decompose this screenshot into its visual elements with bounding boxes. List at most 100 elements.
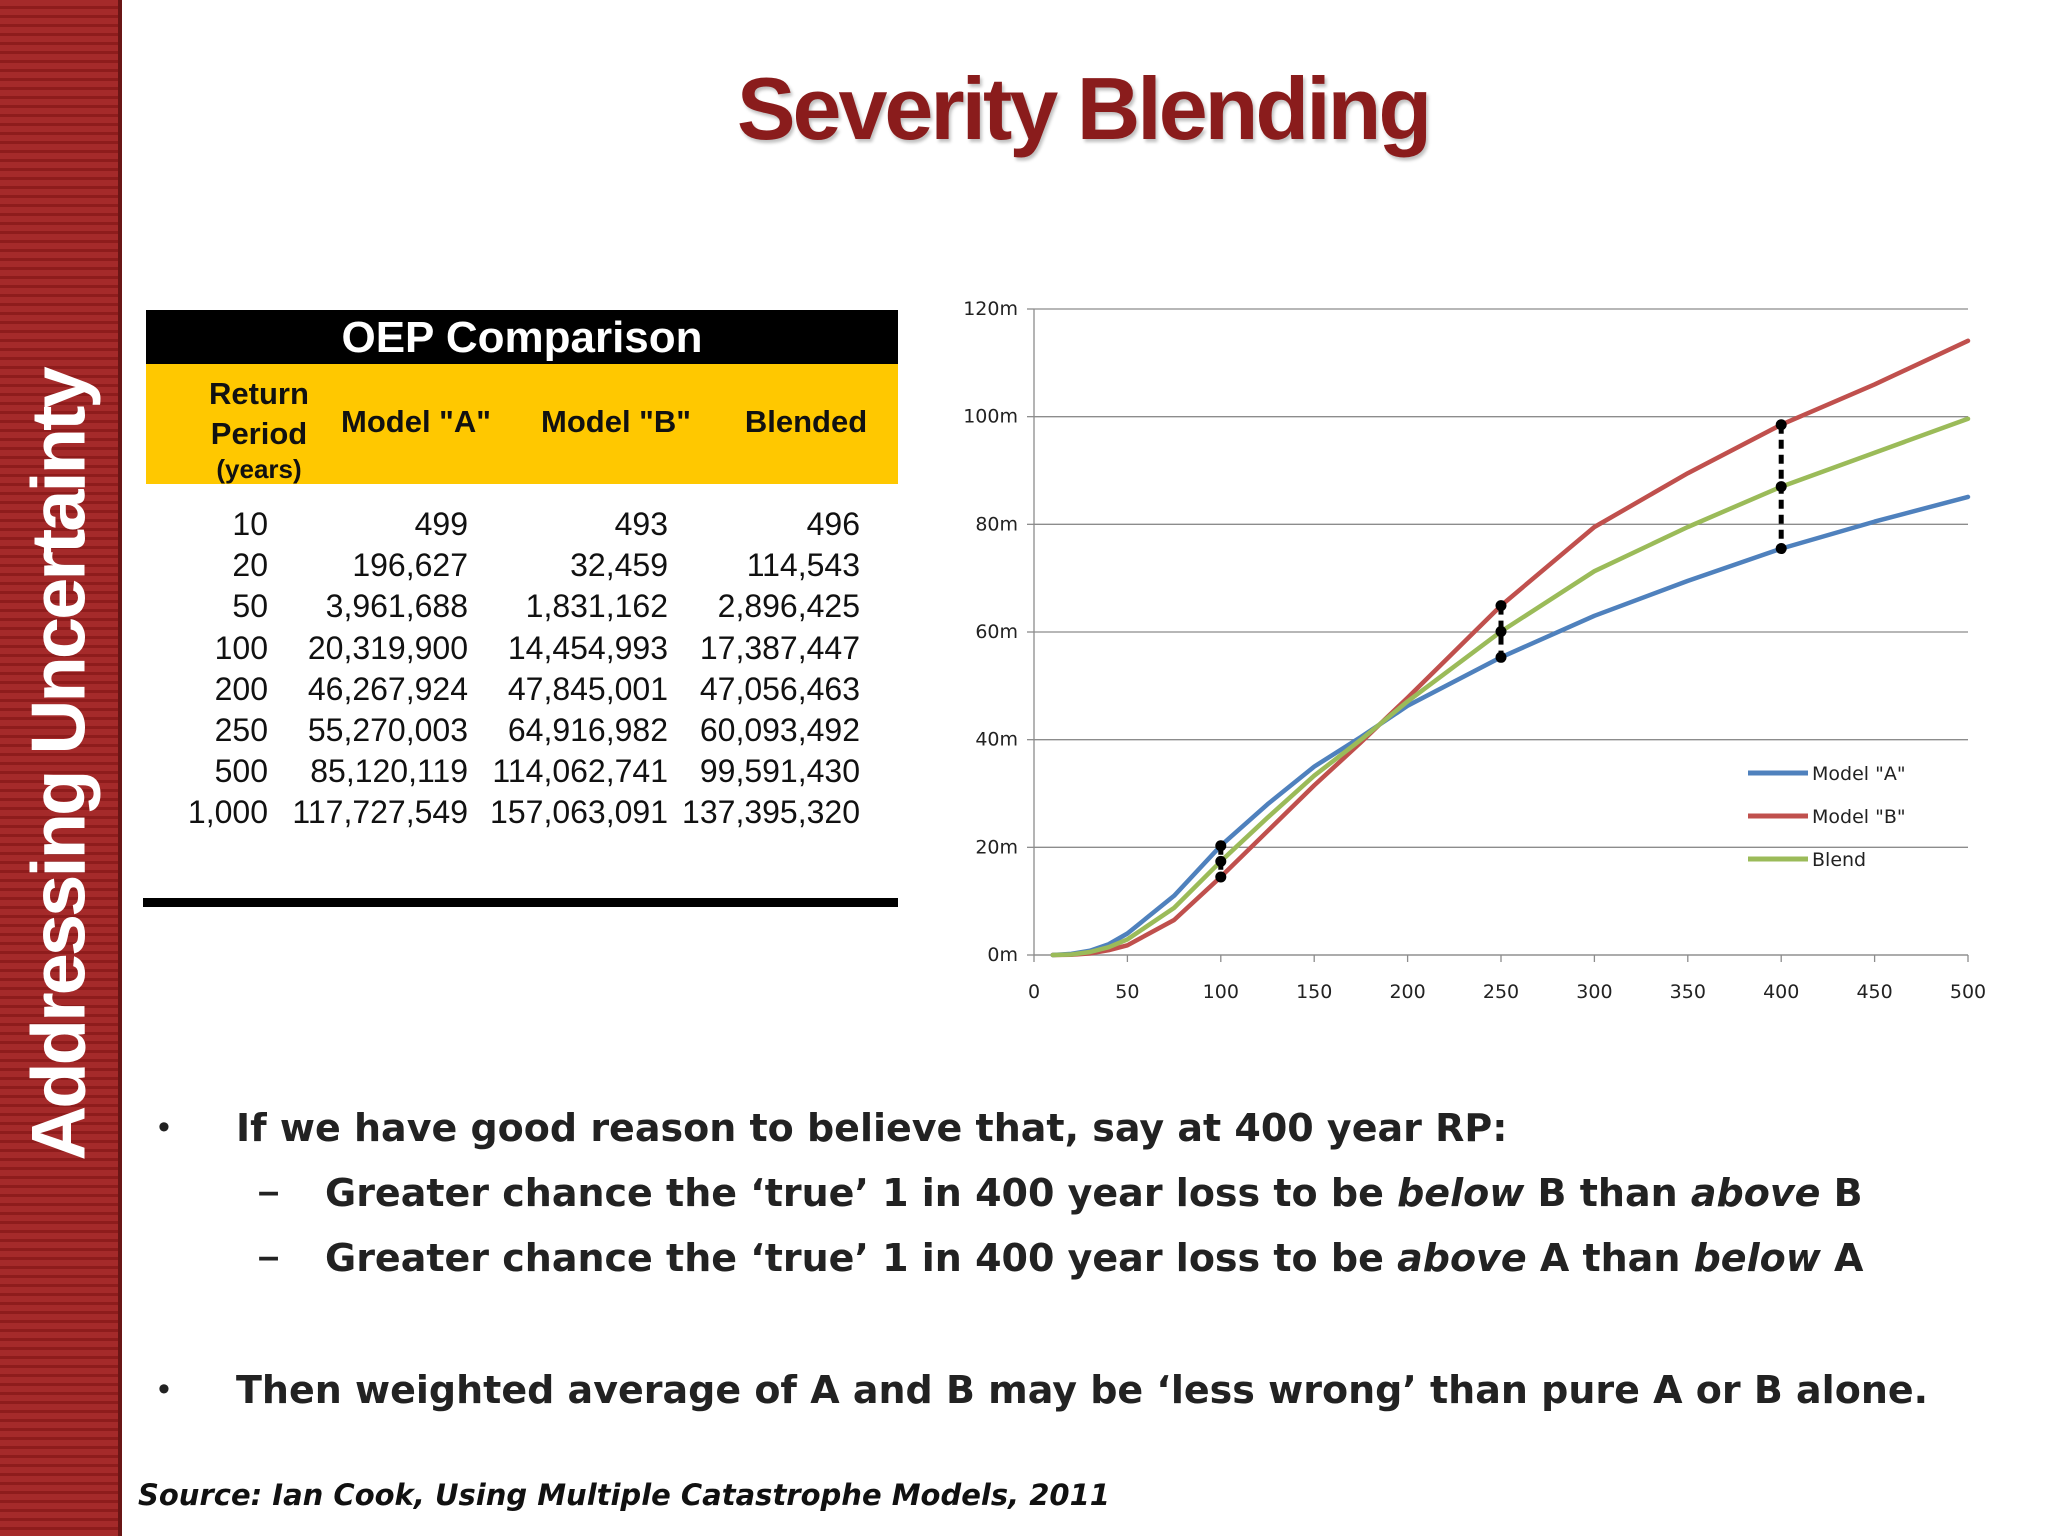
cell-model-b: 64,916,982: [507, 711, 668, 748]
sub-bullet-1: Greater chance the ‘true’ 1 in 400 year …: [325, 1171, 1863, 1215]
sub-bullet-2-part: Greater chance the ‘true’ 1 in 400 year …: [325, 1236, 1398, 1280]
bullet-2-text: Then weighted average of A and B may be …: [236, 1368, 1929, 1412]
header-model-b: Model "B": [541, 404, 691, 439]
cell-model-b: 1,831,162: [525, 588, 668, 625]
cell-blended: 2,896,425: [717, 588, 860, 625]
series-line-0: [1050, 494, 1971, 958]
cell-blended: 60,093,492: [699, 711, 860, 748]
bullet-mark: •: [158, 1108, 170, 1146]
sub-bullet-1-part: Greater chance the ‘true’ 1 in 400 year …: [325, 1171, 1398, 1215]
cell-blended: 17,387,447: [699, 629, 860, 666]
cell-model-a: 55,270,003: [307, 711, 468, 748]
table-row: 200 46,267,924 47,845,001 47,056,463: [146, 671, 898, 712]
sub-bullet-1-emphasis: below: [1397, 1171, 1525, 1215]
x-tick-label: 150: [1296, 981, 1332, 1003]
cell-return-period: 250: [214, 711, 268, 748]
sub-bullet-1-emphasis: above: [1690, 1171, 1821, 1215]
legend-label: Blend: [1812, 849, 1866, 871]
marker-dot: [1495, 651, 1507, 663]
oep-line-chart: 0m 20m 40m 60m 80m 100m 120m 0 50 100 150 200 250 300…: [940, 290, 2020, 1035]
cell-return-period: 10: [232, 506, 268, 542]
cell-blended: 114,543: [746, 547, 860, 584]
cell-model-b: 114,062,741: [492, 753, 668, 790]
table-row: 20 196,627 32,459 114,543: [146, 547, 898, 588]
table-title: OEP Comparison: [146, 310, 898, 364]
sub-bullet-dash: –: [258, 1236, 280, 1278]
sub-bullet-1-part: B: [1820, 1171, 1863, 1215]
y-tick-label: 20m: [975, 836, 1018, 858]
sub-bullet-2-part: A: [1820, 1236, 1864, 1280]
x-tick-label: 0: [1028, 981, 1040, 1003]
table-row: 50 3,961,688 1,831,162 2,896,425: [146, 588, 898, 629]
sidebar-band: Addressing Uncertainty: [0, 0, 122, 1536]
cell-return-period: 50: [232, 588, 268, 625]
series-line-2: [1050, 416, 1971, 958]
y-tick-label: 60m: [975, 621, 1018, 643]
marker-dot: [1495, 625, 1507, 637]
x-tick-label: 50: [1115, 981, 1139, 1003]
sub-bullet-2-emphasis: below: [1693, 1236, 1821, 1280]
cell-model-b: 47,845,001: [507, 670, 668, 707]
cell-model-b: 157,063,091: [490, 794, 668, 831]
table-row: 500 85,120,119 114,062,741 99,591,430: [146, 753, 898, 794]
cell-blended: 496: [806, 506, 860, 542]
y-tick-label: 100m: [963, 406, 1018, 428]
sub-bullet-2: Greater chance the ‘true’ 1 in 400 year …: [325, 1236, 1863, 1280]
marker-dot: [1215, 871, 1227, 883]
bullet-1-text: If we have good reason to believe that, …: [236, 1106, 1508, 1150]
legend-label: Model "A": [1812, 763, 1906, 785]
header-return-line3: (years): [216, 454, 302, 484]
sidebar-section-label: Addressing Uncertainty: [16, 369, 102, 1161]
cell-model-a: 46,267,924: [307, 670, 468, 707]
cell-model-a: 499: [414, 506, 468, 542]
series-line-1: [1050, 338, 1971, 958]
marker-dot: [1215, 855, 1227, 867]
marker-dot: [1495, 600, 1507, 612]
cell-model-a: 85,120,119: [310, 753, 468, 790]
table-bottom-rule: [143, 898, 898, 907]
header-model-a: Model "A": [341, 404, 491, 439]
x-tick-label: 100: [1203, 981, 1239, 1003]
chart-svg: 0m 20m 40m 60m 80m 100m 120m 0 50 100 150 200 250 300…: [963, 298, 1986, 1003]
marker-dot: [1215, 840, 1227, 852]
oep-comparison-table: OEP Comparison Return Period (years) Mod…: [143, 310, 898, 910]
y-tick-label: 0m: [987, 944, 1018, 966]
slide-title: Severity Blending: [736, 59, 1432, 158]
cell-model-a: 196,627: [352, 547, 468, 584]
table-row: 1,000 117,727,549 157,063,091 137,395,320: [146, 794, 898, 835]
table-row: 100 20,319,900 14,454,993 17,387,447: [146, 630, 898, 671]
cell-model-a: 20,319,900: [307, 629, 468, 666]
table-column-headers: Return Period (years) Model "A" Model "B…: [146, 364, 898, 484]
cell-model-b: 493: [614, 506, 668, 542]
x-tick-label: 350: [1670, 981, 1706, 1003]
x-tick-label: 250: [1483, 981, 1519, 1003]
sub-bullet-2-emphasis: above: [1397, 1236, 1527, 1280]
cell-model-b: 14,454,993: [507, 629, 668, 666]
header-return-line1: Return: [209, 376, 309, 411]
cell-blended: 137,395,320: [682, 794, 860, 831]
table-row: 250 55,270,003 64,916,982 60,093,492: [146, 712, 898, 753]
sub-bullet-2-part: A than: [1526, 1236, 1694, 1280]
y-tick-label: 120m: [963, 298, 1018, 320]
x-tick-label: 400: [1763, 981, 1799, 1003]
source-citation: Source: Ian Cook, Using Multiple Catastr…: [138, 1478, 1110, 1512]
table-row: 10 499 493 496: [146, 506, 898, 547]
cell-return-period: 100: [214, 629, 268, 666]
cell-model-a: 3,961,688: [325, 588, 468, 625]
marker-dot: [1775, 481, 1787, 493]
header-blended: Blended: [744, 404, 868, 439]
sub-bullet-dash: –: [258, 1171, 280, 1213]
marker-dot: [1775, 419, 1787, 431]
x-tick-label: 450: [1856, 981, 1892, 1003]
header-return-line2: Period: [210, 416, 308, 451]
cell-return-period: 1,000: [187, 794, 268, 831]
y-tick-label: 80m: [975, 513, 1018, 535]
x-tick-label: 500: [1950, 981, 1986, 1003]
cell-blended: 47,056,463: [699, 670, 860, 707]
cell-blended: 99,591,430: [699, 753, 860, 790]
cell-model-b: 32,459: [570, 547, 668, 584]
table-body: 10 499 493 496 20 196,627 32,459 114,543 50 3,961…: [146, 506, 898, 836]
y-tick-label: 40m: [975, 729, 1018, 751]
header-return-period: Return Period (years): [154, 374, 364, 484]
cell-return-period: 20: [232, 547, 268, 584]
